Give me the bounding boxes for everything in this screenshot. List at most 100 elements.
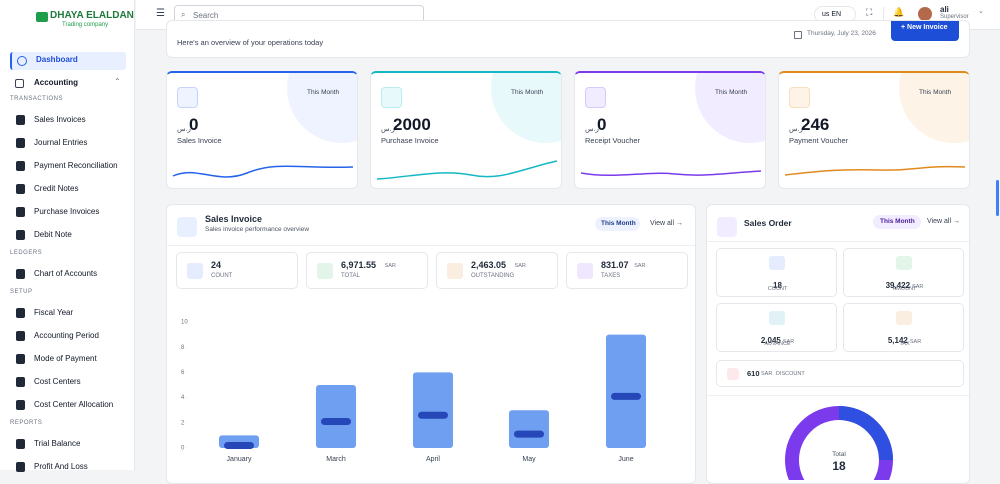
y-tick-label: 0: [181, 446, 185, 452]
stat-period: This Month: [307, 89, 340, 96]
nav-item[interactable]: Purchase Invoices: [10, 204, 126, 220]
nav-dashboard[interactable]: Dashboard: [10, 52, 126, 70]
view-all[interactable]: View all →: [650, 220, 683, 227]
bar-marker: [514, 430, 544, 438]
bar-chart: 0 2 4 6 8 10 January March April May June: [181, 320, 646, 463]
stat-card: This Month ر.س 2000 Purchase Invoice: [370, 71, 562, 189]
icon: [16, 230, 25, 240]
y-tick-label: 4: [181, 395, 185, 401]
user-menu[interactable]: ⌄: [978, 8, 984, 15]
nav-item[interactable]: Credit Notes: [10, 181, 126, 197]
nav-label: Dashboard: [36, 55, 78, 64]
section-title: REPORTS: [10, 420, 43, 426]
nav-label: Profit And Loss: [34, 462, 88, 471]
metric-icon: [769, 311, 785, 325]
nav-item[interactable]: Profit And Loss: [10, 459, 126, 475]
section-title: TRANSACTIONS: [10, 96, 64, 102]
stat-card: This Month ر.س 0 Receipt Voucher: [574, 71, 766, 189]
nav-item[interactable]: Debit Note: [10, 227, 126, 243]
metric-icon: [317, 263, 333, 279]
total-label: Total: [832, 451, 846, 458]
stat-icon: [177, 87, 198, 108]
bar: [509, 410, 549, 448]
x-tick-label: January: [227, 456, 252, 463]
divider: [883, 7, 884, 23]
nav-item[interactable]: Journal Entries: [10, 135, 126, 151]
stat-period: This Month: [919, 89, 952, 96]
new-invoice-button[interactable]: + New Invoice: [891, 21, 959, 41]
nav-item[interactable]: Trial Balance: [10, 436, 126, 452]
nav-item[interactable]: Chart of Accounts: [10, 266, 126, 282]
sparkline: [376, 160, 558, 180]
fullscreen[interactable]: ⛶: [866, 7, 873, 17]
y-tick-label: 6: [181, 370, 185, 376]
donut-arc: [838, 406, 893, 461]
metric-label: TOTAL: [341, 273, 360, 279]
metric-card: 39,422 SAR AMOUNT: [843, 248, 964, 297]
stat-label: Receipt Voucher: [585, 136, 641, 145]
y-tick-label: 2: [181, 420, 185, 426]
nav-item[interactable]: Mode of Payment: [10, 351, 126, 367]
pill-label: This Month: [601, 220, 636, 227]
nav-item[interactable]: Cost Center Allocation: [10, 397, 126, 413]
date: Thursday, July 23, 2026: [794, 26, 882, 42]
nav-item[interactable]: Sales Invoices: [10, 112, 126, 128]
nav-label: Chart of Accounts: [34, 269, 98, 278]
stat-icon: [585, 87, 606, 108]
stat-label: Payment Voucher: [789, 136, 849, 145]
metric-label: TAXES: [601, 273, 621, 279]
divider: [707, 241, 969, 242]
bar-marker: [321, 418, 351, 426]
section-title: LEDGERS: [10, 250, 43, 256]
metric-icon: [187, 263, 203, 279]
icon: [16, 207, 25, 217]
nav-label: Payment Reconciliation: [34, 161, 118, 170]
metric-value: 6,971.55: [341, 260, 377, 270]
stat-currency: ر.س: [585, 126, 599, 133]
view-all[interactable]: View all →: [927, 218, 960, 225]
nav-label: Credit Notes: [34, 184, 79, 193]
nav-item[interactable]: Fiscal Year: [10, 305, 126, 321]
metric-row: 2,045 SAR: [717, 330, 838, 348]
user-role: Supervisor: [940, 14, 969, 20]
nav-label: Debit Note: [34, 230, 72, 239]
discount-label: DISCOUNT: [776, 371, 805, 377]
notifications[interactable]: 🔔: [893, 7, 905, 17]
bar-marker: [418, 411, 448, 419]
metric-label: ADVANCE: [764, 341, 791, 347]
nav-accounting[interactable]: Accounting ⌃: [10, 76, 126, 92]
nav-label: Journal Entries: [34, 138, 88, 147]
metric-card: 5,142 SAR TAX: [843, 303, 964, 352]
sparkline: [580, 170, 762, 177]
avatar[interactable]: [918, 7, 932, 21]
icon: [16, 400, 25, 410]
nav-item[interactable]: Accounting Period: [10, 328, 126, 344]
metric-value: 24: [211, 260, 222, 270]
date-text: Thursday, July 23, 2026: [807, 30, 876, 37]
nav-item[interactable]: Cost Centers: [10, 374, 126, 390]
stat-value: 0: [597, 115, 607, 134]
period-pill[interactable]: This Month: [595, 217, 640, 231]
header-card: Here's an overview of your operations to…: [166, 20, 970, 58]
nav-label: Cost Centers: [34, 377, 81, 386]
pill-label: This Month: [880, 218, 915, 225]
divider: [167, 245, 695, 246]
bar: [606, 334, 646, 448]
stat-currency: ر.س: [177, 126, 191, 133]
menu-toggle[interactable]: ☰: [156, 8, 165, 19]
metric-value: 831.07: [601, 260, 629, 270]
stat-value: 2000: [393, 115, 431, 134]
discount-unit: SAR: [761, 371, 773, 377]
stat-period: This Month: [511, 89, 544, 96]
total-value: 18: [832, 459, 846, 473]
icon: [17, 56, 27, 66]
search-icon: ⌕: [181, 10, 186, 19]
nav-item[interactable]: Payment Reconciliation: [10, 158, 126, 174]
sparkline-path: [376, 160, 558, 180]
period-pill[interactable]: This Month: [873, 215, 921, 229]
icon: [16, 184, 25, 194]
metric-card: 831.07 SAR TAXES: [566, 252, 688, 289]
stat-currency: ر.س: [381, 126, 395, 133]
sparkline-path: [784, 165, 966, 176]
